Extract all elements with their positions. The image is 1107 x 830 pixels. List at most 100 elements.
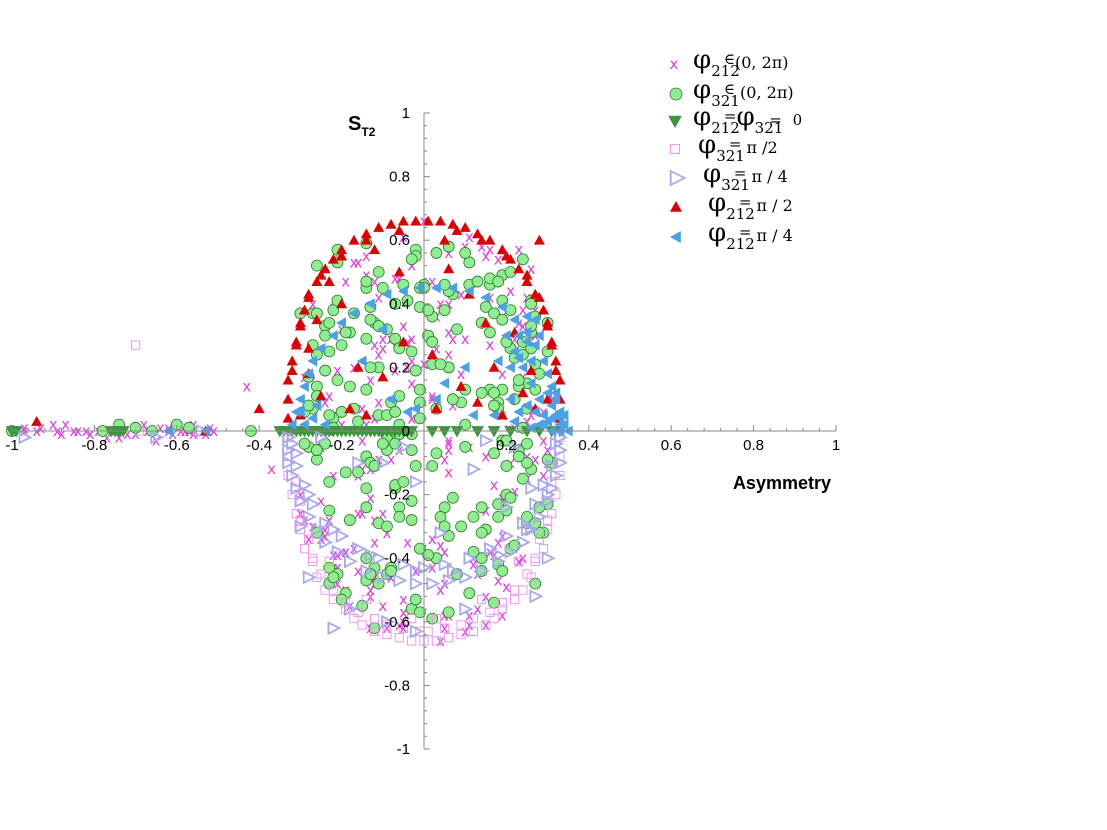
- data-point: [335, 528, 350, 543]
- data-point: [430, 393, 441, 405]
- data-point: [517, 387, 529, 398]
- data-point: [545, 481, 560, 496]
- data-point: x: [407, 374, 416, 392]
- data-point: [549, 436, 564, 451]
- data-point: x: [485, 241, 494, 259]
- data-point: x: [329, 467, 338, 485]
- data-point: [529, 497, 544, 512]
- data-point: [513, 406, 524, 418]
- data-point: [385, 218, 397, 229]
- data-point: [488, 447, 500, 460]
- data-point: [529, 339, 540, 351]
- data-point: [343, 514, 356, 526]
- data-point: [315, 430, 330, 445]
- data-point: x: [457, 285, 466, 303]
- data-point: [434, 525, 449, 540]
- data-point: [393, 266, 405, 277]
- data-point: x: [36, 419, 45, 437]
- data-point: [286, 365, 298, 375]
- legend-label: φ212= π / 2: [708, 188, 793, 223]
- data-point: [521, 311, 532, 323]
- data-point: [286, 436, 301, 451]
- legend-entry: φ212= π / 4: [670, 218, 793, 253]
- data-point: [294, 494, 309, 508]
- data-point: [484, 234, 496, 245]
- data-point: [319, 516, 334, 531]
- data-point: [467, 409, 478, 421]
- data-point: [467, 510, 480, 523]
- data-point: [315, 269, 327, 280]
- data-point: [298, 437, 311, 450]
- data-point: [344, 403, 356, 414]
- data-point: [438, 426, 451, 438]
- data-point: [522, 569, 532, 579]
- data-point: x: [407, 330, 416, 348]
- data-point: x: [498, 365, 507, 383]
- axes: [11, 112, 837, 750]
- data-point: x: [440, 619, 449, 637]
- data-point: [303, 342, 315, 353]
- data-point: [434, 358, 447, 371]
- data-point: [521, 326, 532, 338]
- data-point: [492, 355, 503, 367]
- data-point: [488, 361, 500, 372]
- data-point: x: [325, 387, 334, 405]
- data-point: x: [457, 365, 466, 383]
- data-point: [451, 225, 463, 236]
- data-point: [304, 534, 314, 544]
- data-point: x: [510, 482, 519, 500]
- data-point: x: [308, 295, 317, 313]
- data-point: [525, 522, 540, 537]
- data-point: [377, 323, 388, 335]
- data-point: [410, 215, 422, 226]
- data-point: [405, 426, 418, 438]
- data-point: [541, 487, 556, 502]
- data-point: x: [514, 552, 523, 570]
- data-point: x: [382, 524, 391, 542]
- data-point: [510, 585, 520, 595]
- data-point: [402, 406, 412, 418]
- legend-marker: [669, 169, 687, 187]
- data-point: x: [341, 543, 350, 561]
- x-tick-label: 0.6: [661, 437, 682, 454]
- data-point: [444, 633, 454, 643]
- data-point: [397, 439, 412, 454]
- data-point: [558, 409, 569, 421]
- data-point: x: [481, 616, 490, 634]
- data-point: [319, 263, 331, 274]
- data-point: [307, 355, 318, 367]
- data-point: x: [57, 425, 66, 443]
- data-point: [542, 387, 552, 399]
- data-point: [376, 455, 391, 470]
- data-point: [409, 563, 424, 578]
- data-point: [550, 365, 562, 375]
- data-point: [431, 636, 441, 646]
- data-point: x: [444, 435, 453, 453]
- data-point: [509, 415, 520, 427]
- data-point: x: [366, 581, 375, 599]
- data-point: x: [407, 409, 416, 427]
- data-point: [323, 316, 336, 329]
- data-point: x: [428, 387, 437, 405]
- data-point: x: [337, 416, 346, 434]
- data-point: [299, 380, 309, 392]
- data-point: [381, 288, 392, 300]
- y-tick-label: 0: [402, 423, 410, 440]
- data-point: x: [494, 533, 503, 551]
- data-point: [518, 585, 528, 595]
- data-point: [397, 215, 409, 226]
- data-point: [327, 330, 338, 342]
- data-point: [253, 403, 265, 414]
- data-point: [331, 374, 344, 387]
- data-point: x: [523, 447, 532, 465]
- data-point: [327, 253, 339, 264]
- data-point: [541, 551, 556, 566]
- data-point: [311, 314, 323, 325]
- data-point: x: [436, 581, 445, 599]
- data-point: x: [436, 295, 445, 313]
- data-point: [409, 593, 422, 606]
- data-point: [533, 291, 545, 302]
- data-point: [422, 215, 434, 226]
- data-point: [372, 551, 387, 566]
